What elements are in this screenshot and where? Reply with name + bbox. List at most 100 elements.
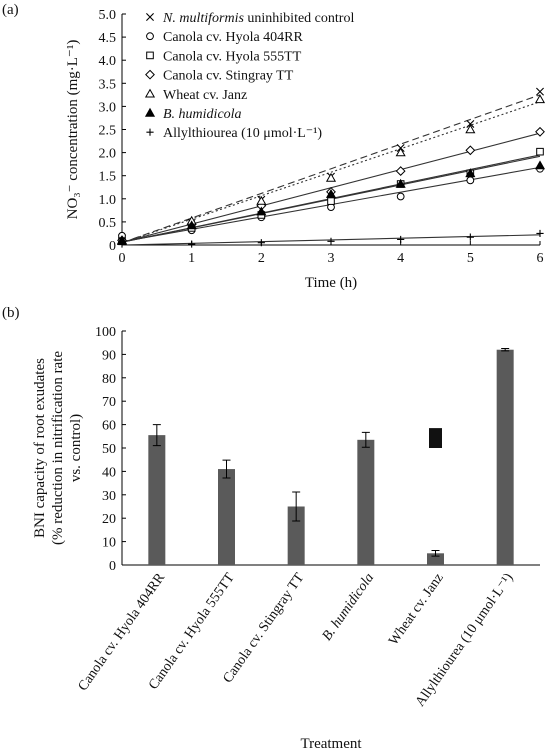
data-point-series-6	[257, 239, 265, 247]
data-point-series-5	[256, 206, 267, 216]
y-tick-label: 100	[95, 325, 116, 340]
y-tick-label: 2.0	[99, 147, 117, 162]
x-tick-label-2: Canola cv. Stingray TT	[220, 570, 307, 686]
x-tick-label-3: B. humidicola	[320, 571, 377, 644]
data-point-series-3	[395, 166, 406, 176]
y-tick-label: 5.0	[99, 8, 117, 23]
data-point-series-4	[325, 172, 337, 182]
data-point-series-6	[466, 233, 474, 241]
data-point-series-6	[327, 237, 335, 245]
y-tick-label: 50	[102, 442, 116, 457]
error-bar-0	[152, 424, 161, 447]
y-tick-label: 20	[102, 512, 116, 527]
data-point-series-0	[466, 119, 475, 128]
legend-label-2: Canola cv. Hyola 555TT	[163, 49, 302, 64]
data-point-series-6	[118, 240, 126, 248]
bar-5	[496, 349, 514, 565]
x-axis-title: Time (h)	[305, 275, 357, 291]
error-bar-1	[222, 459, 231, 479]
data-point-series-3	[465, 145, 476, 156]
bar-3	[357, 439, 375, 565]
y-tick-label: 4.0	[99, 54, 117, 69]
y-tick-label: 30	[102, 489, 116, 504]
x-tick-label-2-rest: Canola cv. Stingray TT	[220, 570, 307, 686]
x-tick-label-4: Wheat cv. Janz	[386, 571, 447, 649]
x-tick-label-4-rest: Wheat cv. Janz	[386, 571, 447, 649]
y-tick-label: 60	[102, 419, 116, 434]
data-point-series-6	[188, 240, 196, 248]
legend-marker-5	[144, 107, 156, 117]
data-point-series-5	[186, 220, 197, 230]
data-point-series-4	[256, 195, 267, 205]
legend-label-5: B. humidicola	[163, 107, 242, 122]
legend-marker-0	[146, 13, 154, 21]
data-point-series-6	[397, 235, 405, 244]
panel-a-label: (a)	[2, 2, 19, 18]
data-point-series-3	[535, 126, 545, 137]
bar-1	[218, 469, 235, 565]
y-tick-label: 0.5	[99, 216, 117, 231]
data-point-series-5	[325, 188, 337, 198]
x-axis-title: Treatment	[300, 736, 362, 752]
x-tick-label: 4	[397, 251, 404, 266]
x-tick-label: 6	[537, 251, 544, 266]
data-point-series-4	[395, 147, 406, 157]
y-tick-label: 1.0	[99, 193, 117, 208]
y-axis-title-line3: vs. control)	[68, 414, 84, 482]
legend-label-1: Canola cv. Hyola 404RR	[163, 30, 304, 45]
data-point-series-6	[536, 229, 544, 238]
x-tick-label: 5	[467, 251, 474, 266]
error-bar-3	[361, 431, 370, 448]
fit-line-series-4	[121, 101, 541, 244]
y-tick-label: 4.5	[99, 31, 117, 46]
x-tick-label: 1	[188, 251, 195, 266]
bar-2	[287, 506, 305, 565]
legend-marker-6	[146, 128, 154, 136]
data-point-series-5	[395, 178, 406, 188]
legend-label-4: Wheat cv. Janz	[163, 88, 247, 103]
y-tick-label: 90	[102, 348, 116, 363]
data-point-series-1	[396, 192, 405, 201]
legend-label-3: Canola cv. Stingray TT	[163, 69, 294, 84]
error-bar-2	[292, 491, 301, 522]
y-tick-label: 70	[102, 395, 116, 410]
y-tick-label: 2.5	[99, 124, 117, 139]
legend-label-5-italic: B. humidicola	[163, 107, 242, 122]
y-tick-label: 3.5	[99, 77, 117, 92]
bar-0	[148, 435, 166, 565]
data-point-series-4	[465, 124, 476, 134]
x-tick-label-3-italic: B. humidicola	[320, 571, 377, 644]
x-tick-label: 0	[119, 251, 126, 266]
legend-label-6: Allylthiourea (10 μmol·L⁻¹)	[163, 126, 322, 141]
legend-marker-4	[144, 88, 156, 98]
y-axis-title: NO₃⁻ concentration (mg·L⁻¹)	[65, 40, 81, 220]
x-tick-label: 2	[258, 251, 265, 266]
data-point-series-5	[534, 160, 546, 170]
data-point-series-5	[465, 168, 476, 178]
legend-label-0-italic: N. multiformis	[162, 11, 244, 26]
y-tick-label: 10	[102, 536, 116, 551]
panel-a-line-chart: (a) 0 0.5 1.0 1.5 2.0 2.5 3.0 3.5 4.0 4.5 5.0 0 1 2 3 4 5…	[2, 2, 546, 291]
legend-marker-2	[146, 51, 154, 60]
y-tick-label: 80	[102, 372, 116, 387]
bar-4	[427, 553, 444, 565]
x-tick-label: 3	[328, 251, 335, 266]
legend-label-0-rest: uninhibited control	[244, 11, 355, 26]
legend-marker-3	[145, 69, 155, 80]
legend-label-0: N. multiformis uninhibited control	[162, 11, 354, 26]
data-point-series-0	[536, 87, 544, 96]
data-point-series-4	[534, 94, 546, 104]
error-bar-5	[501, 348, 510, 352]
legend-marker-1	[146, 32, 154, 41]
y-tick-label: 0	[109, 239, 116, 254]
y-tick-label: 0	[109, 559, 116, 574]
data-point-series-1	[466, 176, 475, 185]
y-tick-label: 1.5	[99, 170, 117, 185]
error-bar-4	[431, 549, 440, 557]
data-point-series-2	[536, 147, 544, 156]
y-axis-title-line2: (% reduction in nitrification rate	[50, 351, 66, 545]
y-axis-title-line1: BNI capacity of root exudates	[32, 358, 48, 538]
data-point-series-2	[327, 197, 335, 205]
